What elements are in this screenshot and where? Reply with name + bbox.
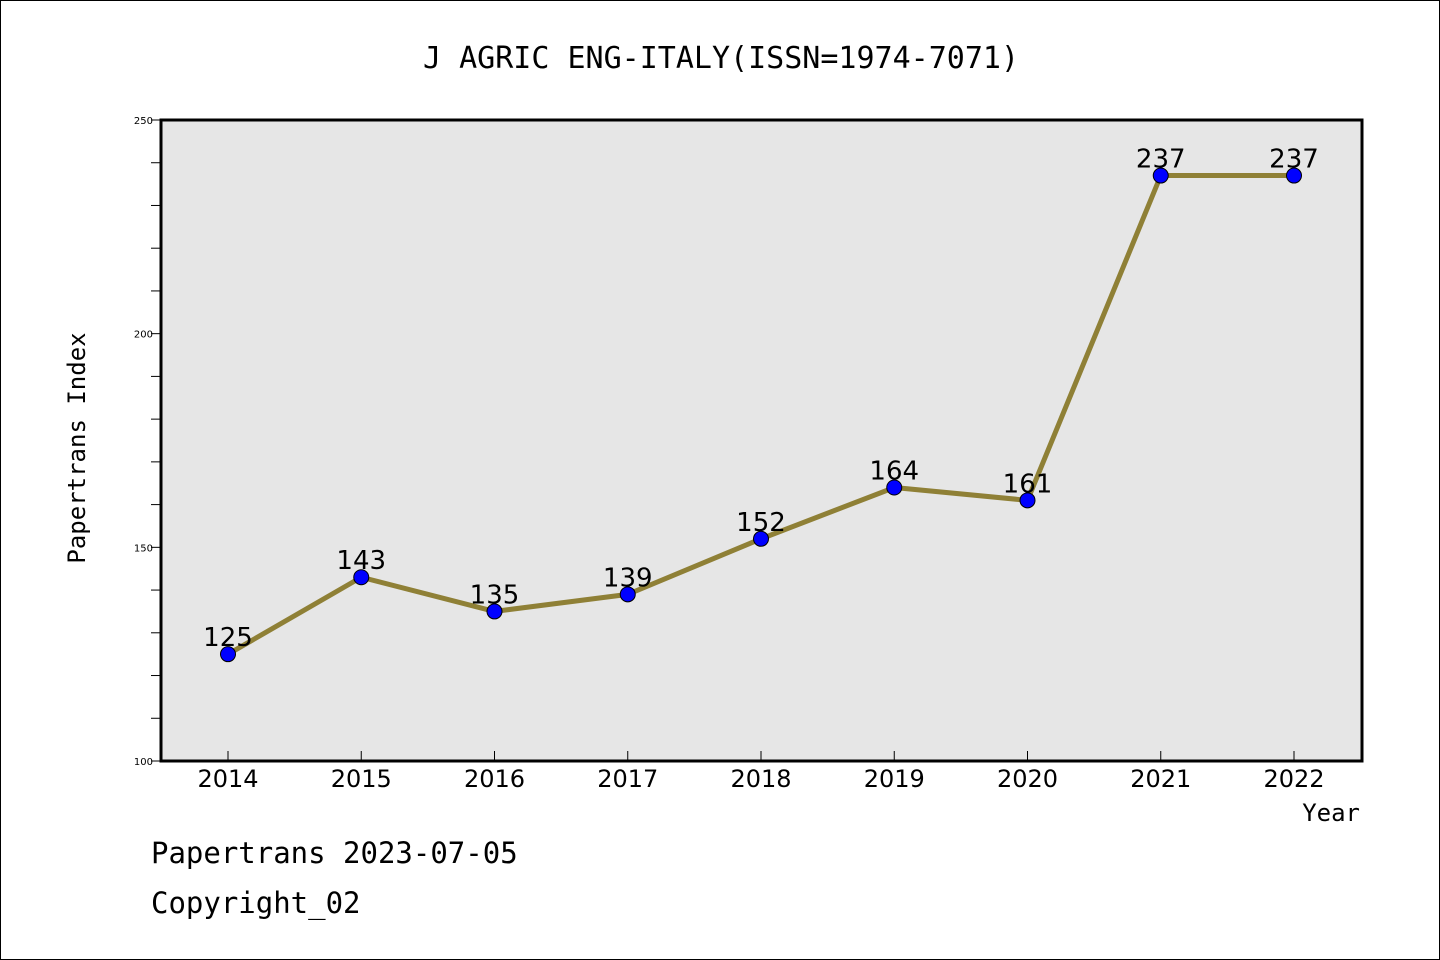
data-point [619, 586, 636, 603]
data-label: 161 [1003, 469, 1053, 499]
footer-date: Papertrans 2023-07-05 [151, 836, 518, 870]
data-label: 237 [1269, 145, 1319, 175]
data-point [1286, 167, 1302, 184]
x-tick-label: 2021 [1130, 765, 1191, 793]
y-tick-label: 250 [134, 116, 153, 127]
data-point [220, 646, 236, 663]
x-tick-label: 2015 [331, 765, 392, 793]
y-axis-label: Papertrans Index [63, 332, 91, 563]
y-axis: 100 150 200 250 [134, 116, 161, 768]
x-tick-label: 2018 [730, 765, 791, 793]
x-axis: 2014 2015 2016 2017 2018 2019 2020 2021 2022 [197, 751, 1325, 793]
x-tick-label: 2016 [464, 765, 525, 793]
data-point [353, 569, 370, 586]
data-label: 135 [470, 580, 520, 610]
x-tick-label: 2020 [997, 765, 1058, 793]
data-point [486, 603, 503, 620]
y-tick-label: 150 [134, 543, 153, 554]
data-label: 139 [603, 563, 653, 593]
data-point [886, 479, 903, 496]
footer-copyright: Copyright_02 [151, 886, 361, 920]
chart-title: J AGRIC ENG-ITALY(ISSN=1974-7071) [423, 41, 1019, 76]
x-tick-label: 2022 [1263, 765, 1324, 793]
data-point [1019, 492, 1036, 509]
data-label: 237 [1136, 145, 1186, 175]
x-tick-label: 2017 [597, 765, 658, 793]
data-label: 152 [736, 508, 786, 538]
data-point [753, 530, 769, 547]
y-tick-label: 200 [134, 330, 153, 341]
data-label: 143 [336, 546, 386, 576]
y-tick-label: 100 [134, 757, 153, 768]
data-point [1152, 167, 1169, 184]
x-tick-label: 2019 [864, 765, 925, 793]
series-papertrans-index: 125 143 135 139 152 164 161 237 237 [203, 145, 1319, 663]
data-label: 125 [203, 623, 253, 653]
x-axis-label: Year [1302, 799, 1360, 827]
data-label: 164 [869, 457, 919, 487]
x-tick-label: 2014 [197, 765, 258, 793]
plot-area [159, 118, 1364, 763]
